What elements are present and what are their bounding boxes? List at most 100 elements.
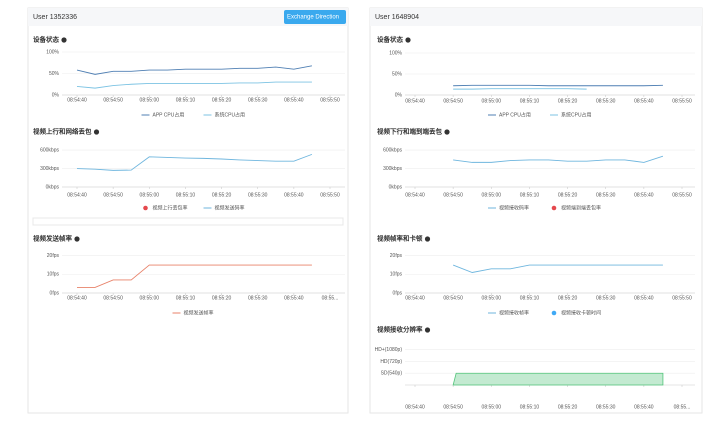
y-tick-label: 20fps [47, 253, 60, 259]
x-tick-label: 08:54:40 [67, 97, 87, 103]
x-tick-label: 08:55... [674, 404, 691, 410]
x-tick-label: 08:55:00 [140, 192, 160, 198]
x-tick-label: 08:54:40 [67, 295, 87, 301]
x-tick-label: 08:55:50 [320, 192, 340, 198]
x-tick-label: 08:55:40 [634, 98, 654, 104]
x-tick-label: 08:54:50 [443, 295, 463, 301]
legend-swatch [143, 205, 148, 211]
user-id: User 1352336 [33, 14, 77, 21]
x-tick-label: 08:55:30 [248, 97, 268, 103]
legend-label: 视频端到端丢包率 [561, 204, 601, 211]
y-tick-label: 300kbps [40, 166, 59, 172]
x-tick-label: 08:54:50 [443, 98, 463, 104]
chart-title: 设备状态 [33, 35, 60, 44]
y-tick-label: 50% [392, 71, 403, 77]
x-tick-label: 08:54:50 [103, 295, 123, 301]
legend-label: 视频接收码率 [499, 204, 529, 211]
x-tick-label: 08:55:10 [520, 295, 540, 301]
x-tick-label: 08:55:20 [212, 192, 232, 198]
x-tick-label: 08:54:50 [103, 97, 123, 103]
help-icon [444, 129, 450, 135]
legend-label: APP CPU占用 [499, 111, 531, 118]
legend-swatch [551, 310, 557, 316]
x-tick-label: 08:55:10 [520, 192, 540, 198]
x-tick-label: 08:55:50 [320, 97, 340, 103]
exchange-button[interactable] [284, 10, 346, 24]
area [452, 372, 664, 386]
empty-box [32, 217, 344, 226]
x-tick-label: 08:55:10 [176, 192, 196, 198]
x-tick-label: 08:55:30 [596, 192, 616, 198]
panel-right [369, 7, 703, 414]
legend-swatch [551, 205, 557, 211]
y-tick-label: 10fps [47, 272, 60, 278]
line [77, 264, 312, 288]
x-tick-label: 08:55:40 [634, 192, 654, 198]
x-tick-label: 08:54:40 [67, 192, 87, 198]
x-tick-label: 08:55:00 [140, 97, 160, 103]
x-tick-label: 08:55... [322, 295, 339, 301]
y-tick-label: 600kbps [383, 147, 402, 153]
help-icon [74, 236, 80, 242]
x-tick-label: 08:55:20 [558, 98, 578, 104]
legend-label: 视频接收帧率 [499, 309, 529, 316]
x-tick-label: 08:54:50 [103, 192, 123, 198]
panel-header [370, 8, 702, 26]
x-tick-label: 08:55:40 [284, 295, 304, 301]
y-tick-label: HD(720p) [380, 359, 402, 365]
line [76, 153, 313, 171]
line [453, 155, 664, 163]
x-tick-label: 08:55:10 [520, 404, 540, 410]
x-tick-label: 08:55:50 [672, 192, 692, 198]
x-tick-label: 08:55:30 [248, 295, 268, 301]
panel-header [28, 8, 348, 26]
y-tick-label: 0kbps [46, 184, 60, 190]
x-tick-label: 08:55:30 [596, 98, 616, 104]
legend-label: 系统CPU占用 [215, 111, 246, 118]
x-tick-label: 08:55:10 [176, 295, 196, 301]
x-tick-label: 08:54:40 [405, 192, 425, 198]
line [76, 81, 312, 89]
line [452, 264, 663, 273]
y-tick-label: 100% [389, 50, 402, 56]
chart-title: 视频发送帧率 [33, 234, 73, 243]
x-tick-label: 08:55:20 [558, 404, 578, 410]
chart-title: 视频上行和网络丢包 [33, 127, 92, 136]
legend-label: 视频上行丢包率 [153, 204, 188, 211]
x-tick-label: 08:55:00 [482, 192, 502, 198]
help-icon [405, 37, 411, 43]
x-tick-label: 08:55:50 [672, 98, 692, 104]
x-tick-label: 08:55:30 [596, 404, 616, 410]
chart-title: 视频下行和端到端丢包 [377, 127, 443, 136]
x-tick-label: 08:55:00 [482, 295, 502, 301]
x-tick-label: 08:55:30 [596, 295, 616, 301]
x-tick-label: 08:55:40 [284, 192, 304, 198]
y-tick-label: HD+(1080p) [375, 347, 403, 353]
chart-title: 设备状态 [377, 35, 404, 44]
x-tick-label: 08:54:40 [405, 404, 425, 410]
x-tick-label: 08:55:50 [672, 295, 692, 301]
legend-label: 视频发送码率 [215, 204, 245, 211]
chart-title: 视频接收分辨率 [377, 325, 423, 334]
chart-title: 视频帧率和卡顿 [377, 234, 423, 243]
x-tick-label: 08:55:40 [284, 97, 304, 103]
y-tick-label: 0% [395, 92, 403, 98]
legend-label: 系统CPU占用 [561, 111, 592, 118]
y-tick-label: 100% [46, 49, 59, 55]
y-tick-label: 300kbps [383, 166, 402, 172]
x-tick-label: 08:54:50 [443, 404, 463, 410]
legend-label: 视频发送帧率 [184, 309, 214, 316]
x-tick-label: 08:55:40 [634, 295, 654, 301]
legend-label: 视频接收卡顿时间 [561, 309, 601, 316]
x-tick-label: 08:55:20 [212, 97, 232, 103]
x-tick-label: 08:55:00 [140, 295, 160, 301]
help-icon [424, 327, 431, 333]
y-tick-label: 20fps [390, 253, 403, 259]
user-id: User 1648904 [375, 14, 419, 21]
panel-left [27, 7, 349, 414]
x-tick-label: 08:55:20 [212, 295, 232, 301]
y-tick-label: 0fps [50, 290, 60, 296]
exchange-button-label[interactable]: Exchange Direction [287, 15, 339, 21]
x-tick-label: 08:54:40 [405, 98, 425, 104]
